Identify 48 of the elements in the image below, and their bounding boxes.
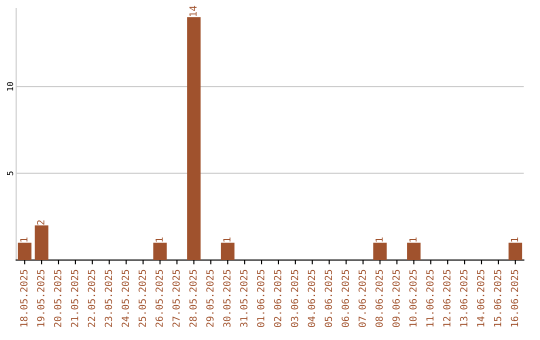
x-tick-label: 19.05.2025	[37, 270, 44, 326]
bar	[187, 17, 201, 260]
x-tick-label: 24.05.2025	[122, 270, 130, 327]
x-tick-label: 09.06.2025	[392, 270, 400, 328]
x-tick-label: 02.06.2025	[274, 270, 282, 328]
data-label: 1	[510, 238, 518, 242]
data-label: 1	[409, 238, 417, 242]
x-tick-label: 27.05.2025	[172, 270, 180, 327]
x-tick-label: 06.06.2025	[342, 270, 349, 328]
data-label: 1	[376, 238, 383, 242]
x-tick-label: 10.06.2025	[409, 270, 417, 326]
x-tick-label: 15.06.2025	[494, 270, 502, 326]
data-label: 1	[223, 238, 230, 242]
x-tick-label: 30.05.2025	[223, 270, 231, 328]
x-tick-label: 12.06.2025	[443, 270, 451, 326]
x-tick-label: 18.05.2025	[20, 270, 28, 326]
x-tick-label: 03.06.2025	[290, 270, 298, 328]
x-tick-label: 14.06.2025	[476, 270, 484, 326]
x-tick-label: 29.05.2025	[206, 270, 214, 327]
x-tick-label: 21.05.2025	[70, 270, 78, 327]
data-label: 14	[189, 6, 197, 16]
y-tick-label: 5	[7, 172, 14, 176]
bar	[407, 242, 421, 260]
data-label: 1	[156, 238, 163, 242]
x-tick-label: 05.06.2025	[324, 270, 332, 328]
bar	[220, 242, 234, 260]
x-tick-label: 08.06.2025	[375, 270, 383, 328]
data-label: 1	[20, 238, 28, 242]
x-tick-label: 22.05.2025	[88, 270, 96, 327]
x-tick-label: 01.06.2025	[257, 270, 264, 328]
bar	[18, 242, 32, 260]
data-label: 2	[37, 220, 44, 225]
bar	[34, 225, 48, 260]
x-tick-label: 11.06.2025	[426, 270, 434, 326]
x-tick-label: 07.06.2025	[358, 270, 366, 328]
x-tick-label: 31.05.2025	[240, 270, 248, 328]
x-tick-label: 20.05.2025	[54, 270, 62, 327]
bar	[373, 242, 387, 260]
x-tick-label: 25.05.2025	[138, 270, 146, 327]
y-tick-label: 10	[6, 82, 14, 91]
x-tick-label: 23.05.2025	[104, 270, 112, 327]
x-tick-label: 28.05.2025	[189, 270, 197, 327]
x-tick-label: 04.06.2025	[308, 270, 316, 328]
bar	[508, 242, 522, 260]
x-tick-label: 13.06.2025	[460, 270, 468, 326]
x-tick-label: 26.05.2025	[156, 270, 163, 327]
bar	[153, 242, 167, 260]
x-tick-label: 16.06.2025	[510, 270, 518, 326]
